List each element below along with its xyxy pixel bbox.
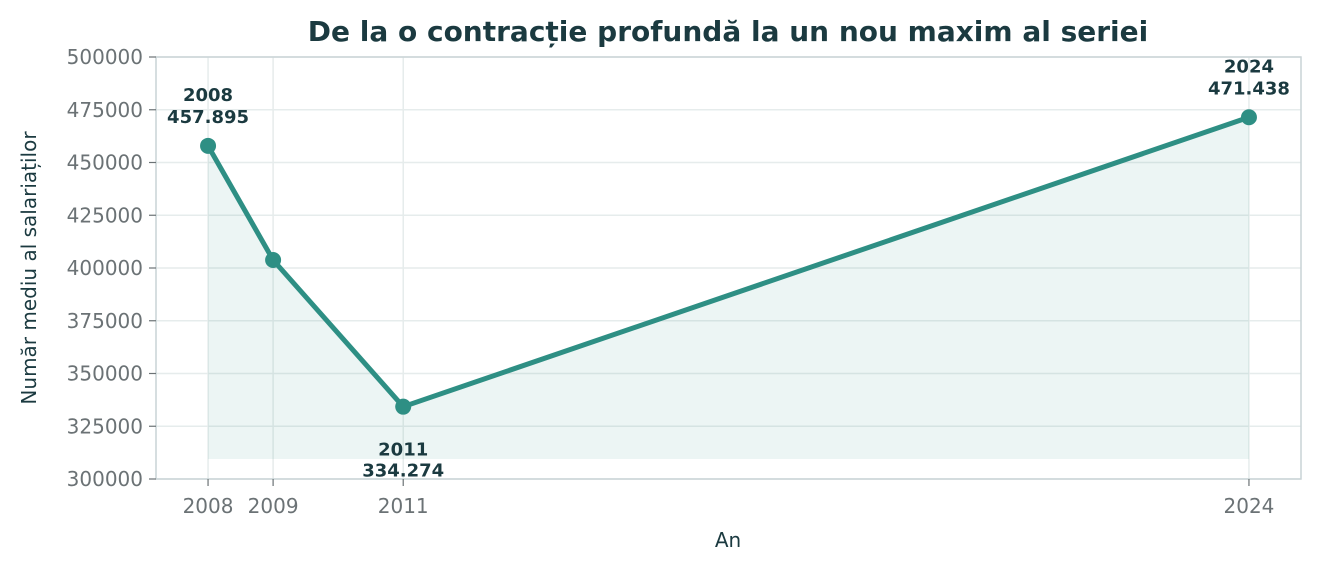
data-point bbox=[1240, 109, 1257, 126]
x-tick-label: 2011 bbox=[378, 494, 429, 518]
annotation-year: 2008 bbox=[183, 85, 233, 106]
annotation-value: 334.274 bbox=[362, 461, 444, 482]
y-tick-label: 325000 bbox=[67, 414, 143, 438]
data-point bbox=[265, 251, 282, 268]
x-tick-label: 2009 bbox=[248, 494, 299, 518]
y-axis-label: Număr mediu al salariaților bbox=[17, 131, 41, 405]
y-tick-label: 300000 bbox=[67, 467, 143, 491]
data-point bbox=[395, 398, 412, 415]
series-area-fill bbox=[208, 117, 1249, 459]
x-tick-label: 2008 bbox=[183, 494, 234, 518]
annotation-value: 471.438 bbox=[1208, 78, 1290, 99]
y-tick-label: 425000 bbox=[67, 203, 143, 227]
x-axis: 2008 2009 2011 2024 bbox=[183, 479, 1275, 518]
y-tick-label: 475000 bbox=[67, 98, 143, 122]
chart-title: De la o contracție profundă la un nou ma… bbox=[308, 15, 1148, 48]
y-tick-label: 400000 bbox=[67, 256, 143, 280]
area-fill-layer bbox=[208, 117, 1249, 459]
annotation-year: 2011 bbox=[378, 440, 428, 461]
y-tick-label: 350000 bbox=[67, 362, 143, 386]
x-axis-label: An bbox=[715, 528, 741, 552]
annotation-year: 2024 bbox=[1224, 56, 1274, 77]
series-line bbox=[205, 114, 1252, 410]
y-tick-label: 500000 bbox=[67, 45, 143, 69]
y-tick-label: 450000 bbox=[67, 151, 143, 175]
series-layer bbox=[200, 109, 1257, 415]
annotation-value: 457.895 bbox=[167, 107, 249, 128]
data-point bbox=[200, 137, 217, 154]
y-tick-label: 375000 bbox=[67, 309, 143, 333]
x-tick-label: 2024 bbox=[1224, 494, 1275, 518]
y-axis: 300000 325000 350000 375000 400000 425000 4500… bbox=[67, 45, 156, 491]
